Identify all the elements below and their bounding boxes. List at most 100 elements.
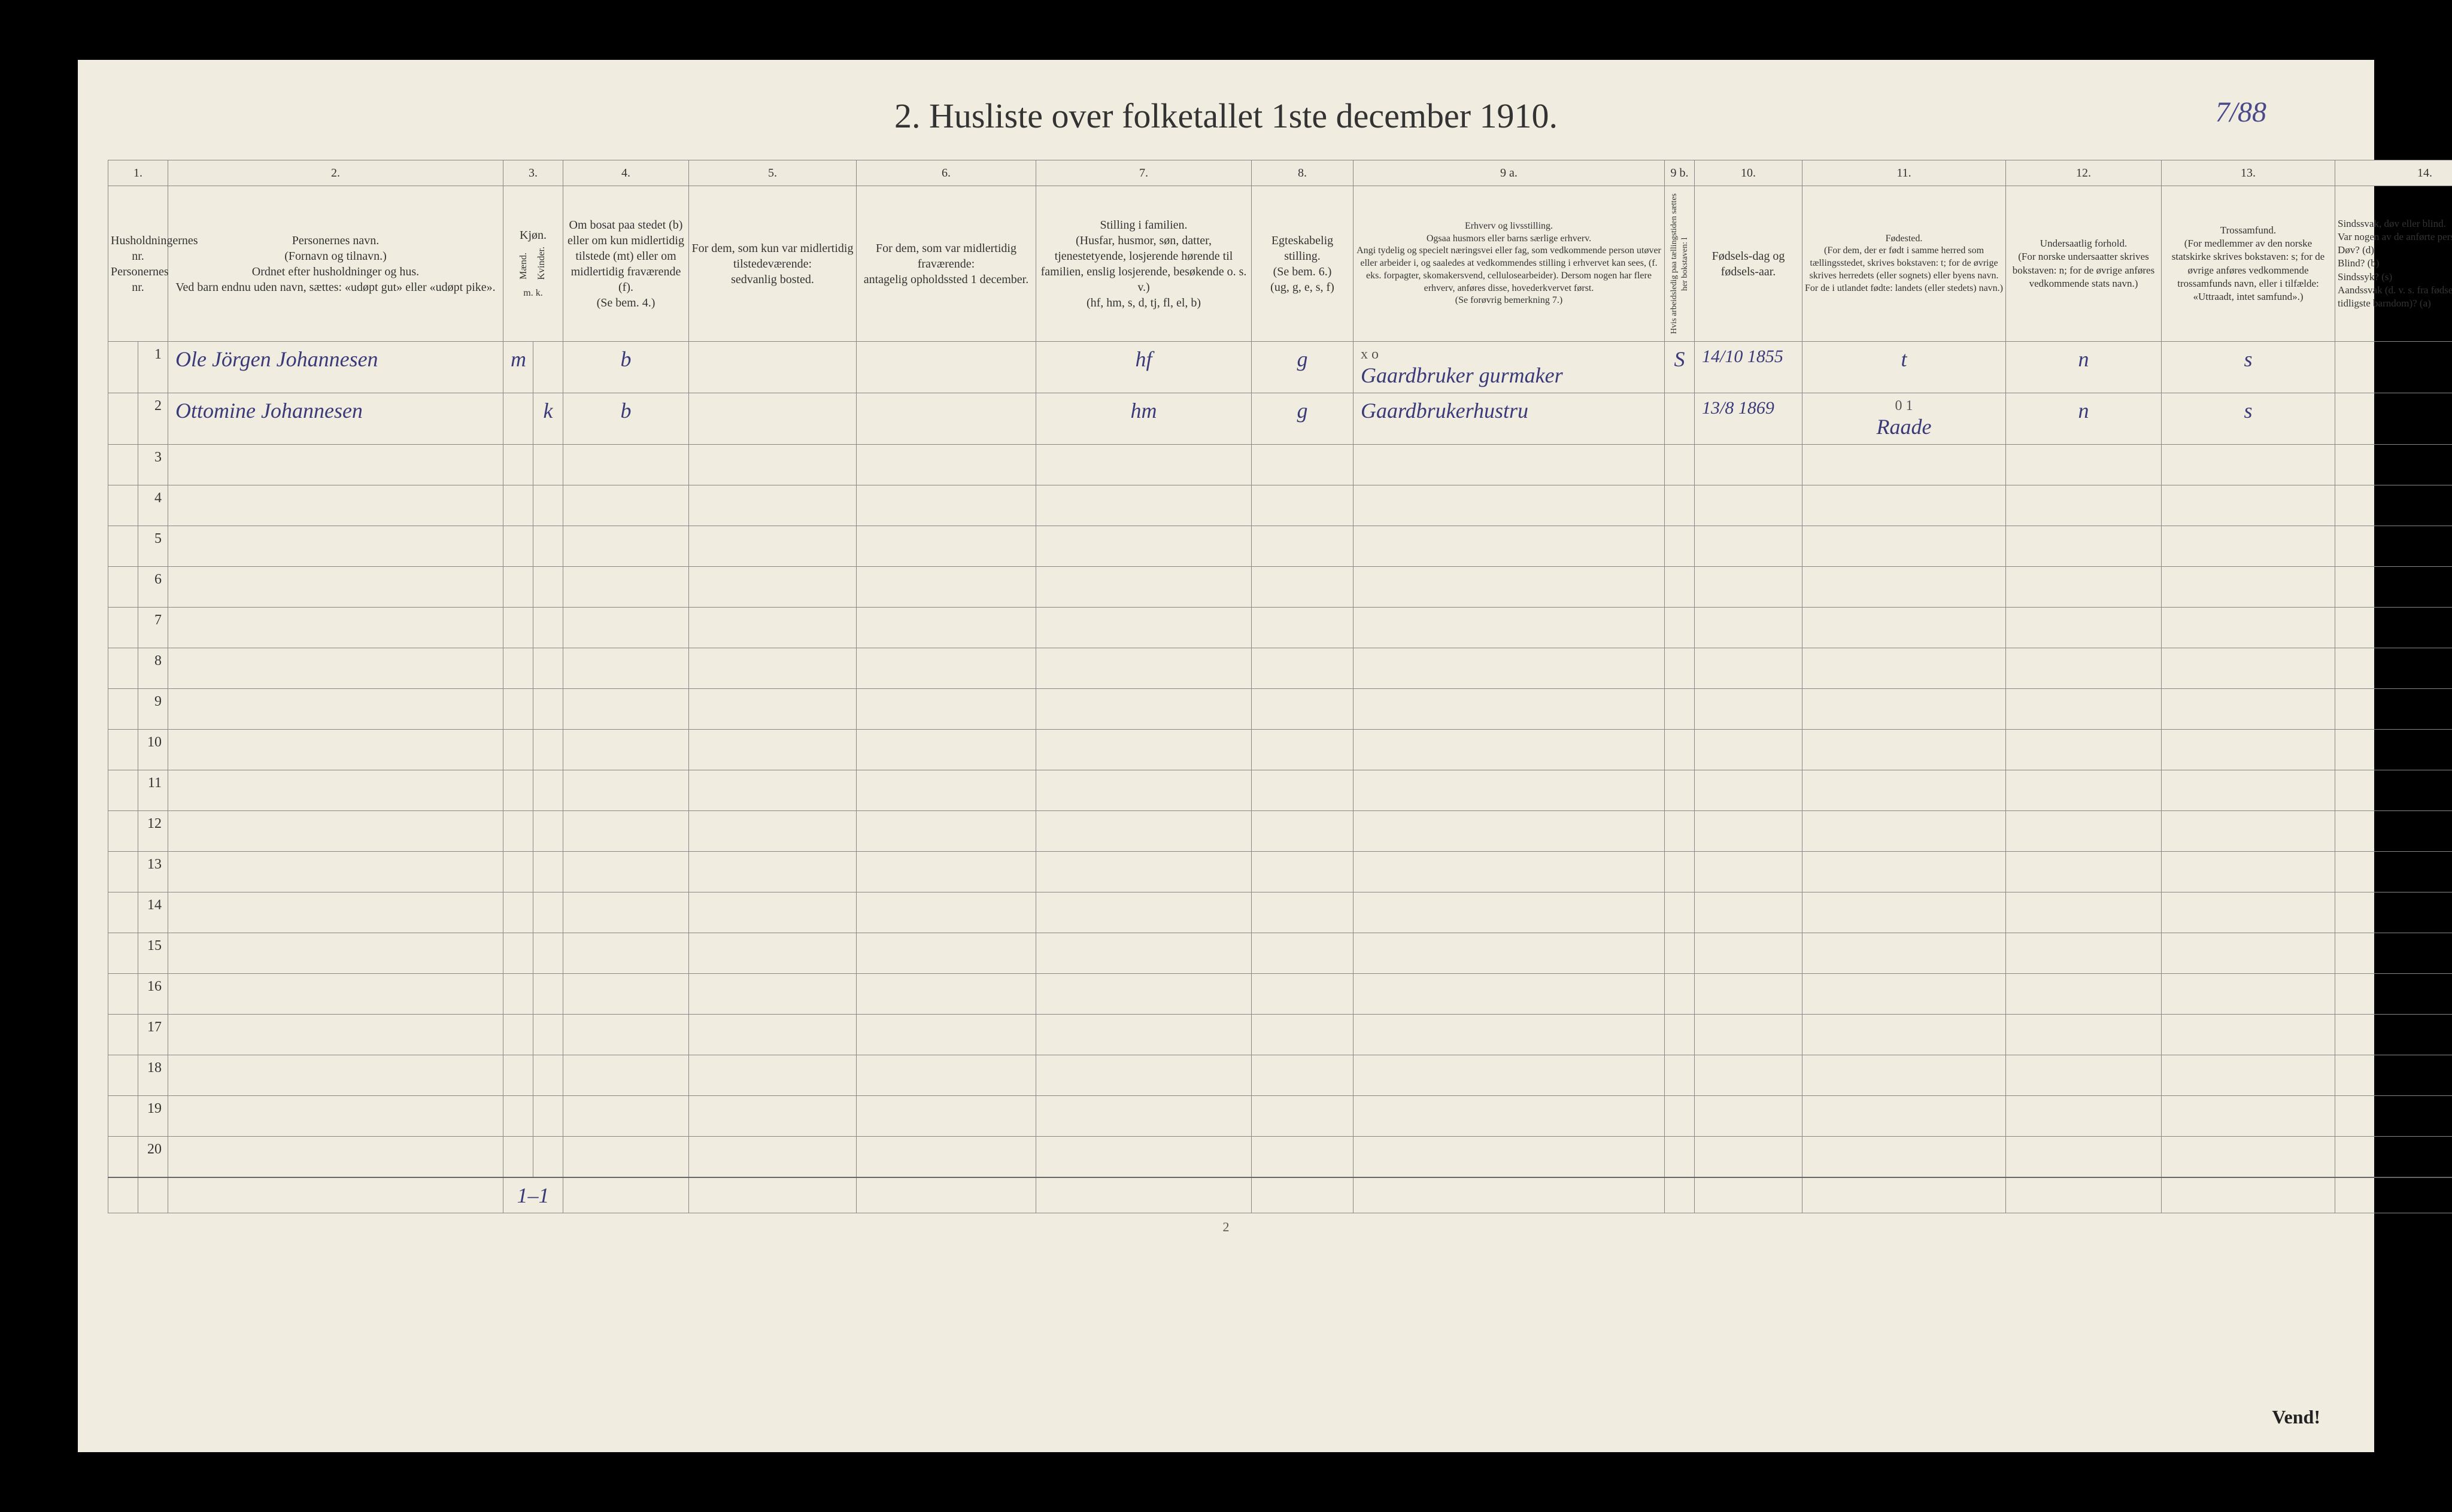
- empty-cell: [2006, 1055, 2162, 1096]
- empty-cell: [2162, 567, 2335, 608]
- empty-cell: [108, 485, 138, 526]
- sex-k: k: [533, 393, 563, 445]
- empty-cell: [1252, 526, 1354, 567]
- empty-cell: [857, 852, 1036, 892]
- empty-cell: [2162, 689, 2335, 730]
- empty-cell: [168, 770, 503, 811]
- empty-cell: [1695, 526, 1802, 567]
- empty-cell: [1354, 1055, 1665, 1096]
- empty-cell: [689, 892, 857, 933]
- person-name-value: Ole Jörgen Johannesen: [175, 347, 378, 371]
- empty-cell: [1252, 1137, 1354, 1177]
- empty-cell: [168, 445, 503, 485]
- empty-cell: [2162, 1096, 2335, 1137]
- occupation: x oGaardbruker gurmaker: [1354, 342, 1665, 393]
- empty-cell: 19: [138, 1096, 168, 1137]
- empty-cell: [1802, 892, 2006, 933]
- empty-cell: [1695, 933, 1802, 974]
- empty-cell: [533, 445, 563, 485]
- birth-date: 14/10 1855: [1695, 342, 1802, 393]
- empty-cell: [1252, 445, 1354, 485]
- empty-cell: [1665, 526, 1695, 567]
- empty-cell: [1036, 689, 1252, 730]
- empty-cell: [2006, 648, 2162, 689]
- empty-cell: [2006, 974, 2162, 1015]
- empty-cell: [1354, 648, 1665, 689]
- empty-cell: [1252, 567, 1354, 608]
- page-title: 2. Husliste over folketallet 1ste decemb…: [108, 96, 2344, 136]
- empty-cell: [1665, 608, 1695, 648]
- table-row-empty: 6: [108, 567, 2452, 608]
- footer-cell: [168, 1177, 503, 1213]
- table-row-empty: 20: [108, 1137, 2452, 1177]
- empty-cell: 5: [138, 526, 168, 567]
- table-row-empty: 15: [108, 933, 2452, 974]
- household-num: [108, 342, 138, 393]
- empty-cell: [1695, 730, 1802, 770]
- table-row-empty: 11: [108, 770, 2452, 811]
- empty-cell: [1665, 974, 1695, 1015]
- empty-cell: [108, 770, 138, 811]
- faith-value: s: [2244, 399, 2252, 423]
- footer-cell: [857, 1177, 1036, 1213]
- empty-cell: [689, 445, 857, 485]
- empty-cell: 6: [138, 567, 168, 608]
- empty-cell: [2162, 933, 2335, 974]
- footer-cell: [2335, 1177, 2452, 1213]
- col-num-6: 6.: [857, 160, 1036, 186]
- empty-cell: [1252, 1096, 1354, 1137]
- empty-cell: [563, 770, 689, 811]
- empty-cell: [857, 1055, 1036, 1096]
- footer-cell: [108, 1177, 138, 1213]
- empty-cell: 10: [138, 730, 168, 770]
- empty-cell: [689, 689, 857, 730]
- empty-cell: [857, 1096, 1036, 1137]
- empty-cell: [533, 485, 563, 526]
- empty-cell: [2162, 974, 2335, 1015]
- temp-present: [689, 393, 857, 445]
- empty-cell: [1802, 1096, 2006, 1137]
- empty-cell: [1802, 608, 2006, 648]
- unemployed: [1665, 393, 1695, 445]
- empty-cell: [2162, 892, 2335, 933]
- empty-cell: [857, 445, 1036, 485]
- empty-cell: [1354, 730, 1665, 770]
- empty-cell: [1354, 567, 1665, 608]
- empty-cell: [1252, 1015, 1354, 1055]
- empty-cell: [1802, 852, 2006, 892]
- table-row-empty: 12: [108, 811, 2452, 852]
- faith-value: s: [2244, 347, 2252, 371]
- footer-cell: [1252, 1177, 1354, 1213]
- empty-cell: [2335, 445, 2452, 485]
- table-row-empty: 19: [108, 1096, 2452, 1137]
- empty-cell: [2335, 974, 2452, 1015]
- annotation: 0 1: [1810, 398, 1998, 414]
- col-num-7: 7.: [1036, 160, 1252, 186]
- empty-cell: [2335, 608, 2452, 648]
- empty-cell: [168, 974, 503, 1015]
- table-row-empty: 4: [108, 485, 2452, 526]
- empty-cell: [1665, 933, 1695, 974]
- empty-cell: [108, 689, 138, 730]
- empty-cell: [168, 1055, 503, 1096]
- empty-cell: [1802, 526, 2006, 567]
- empty-cell: [689, 648, 857, 689]
- empty-cell: [689, 608, 857, 648]
- person-num-value: 1: [154, 347, 162, 362]
- empty-cell: [533, 1137, 563, 1177]
- empty-cell: [1354, 1096, 1665, 1137]
- empty-cell: [503, 445, 533, 485]
- family-position: hf: [1036, 342, 1252, 393]
- empty-cell: [857, 1015, 1036, 1055]
- empty-cell: [563, 1096, 689, 1137]
- empty-cell: [2335, 892, 2452, 933]
- empty-cell: [108, 445, 138, 485]
- occupation-value: Gaardbrukerhustru: [1361, 399, 1528, 423]
- empty-cell: [1665, 770, 1695, 811]
- empty-cell: [563, 608, 689, 648]
- empty-cell: [503, 689, 533, 730]
- empty-cell: [533, 933, 563, 974]
- empty-cell: [2162, 445, 2335, 485]
- footer-cell: [1036, 1177, 1252, 1213]
- empty-cell: [503, 770, 533, 811]
